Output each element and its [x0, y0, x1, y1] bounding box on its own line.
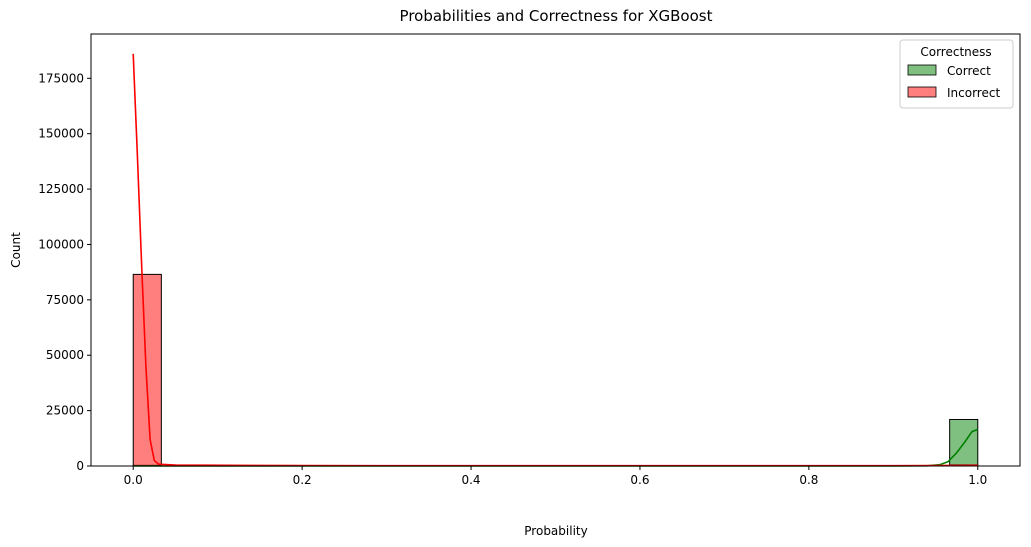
- y-tick-label: 25000: [46, 404, 84, 418]
- y-tick-label: 100000: [38, 237, 84, 251]
- legend: Correctness Correct Incorrect: [899, 39, 1014, 109]
- kde-curves: [132, 53, 979, 467]
- y-tick-label: 125000: [38, 182, 84, 196]
- y-tick-label: 50000: [46, 348, 84, 362]
- bar-incorrect-0: [132, 273, 162, 467]
- x-tick-label: 0.6: [630, 473, 649, 487]
- y-axis-ticks: 0 25000 50000 75000 100000 125000 150000 175000: [38, 71, 91, 473]
- legend-label-correct: Correct: [947, 64, 991, 78]
- kde-line-correct: [133, 428, 979, 467]
- chart-title: Probabilities and Correctness for XGBoos…: [400, 7, 713, 25]
- y-axis-label: Count: [9, 232, 23, 268]
- y-tick-label: 150000: [38, 127, 84, 141]
- legend-swatch-correct: [907, 64, 937, 76]
- x-tick-label: 0.0: [124, 473, 143, 487]
- y-tick-label: 75000: [46, 293, 84, 307]
- x-tick-label: 0.8: [799, 473, 818, 487]
- x-tick-label: 0.4: [461, 473, 480, 487]
- legend-swatch-incorrect: [907, 86, 937, 98]
- x-axis-ticks: 0.0 0.2 0.4 0.6 0.8 1.0: [124, 466, 987, 487]
- y-tick-label: 175000: [38, 71, 84, 85]
- legend-label-incorrect: Incorrect: [947, 86, 1000, 100]
- legend-title: Correctness: [920, 45, 991, 59]
- x-tick-label: 0.2: [293, 473, 312, 487]
- x-tick-label: 1.0: [968, 473, 987, 487]
- histogram-bars: [132, 273, 979, 467]
- x-axis-label: Probability: [524, 524, 587, 538]
- kde-line-incorrect: [132, 53, 978, 467]
- plot-frame: [90, 33, 1021, 467]
- y-tick-label: 0: [76, 459, 84, 473]
